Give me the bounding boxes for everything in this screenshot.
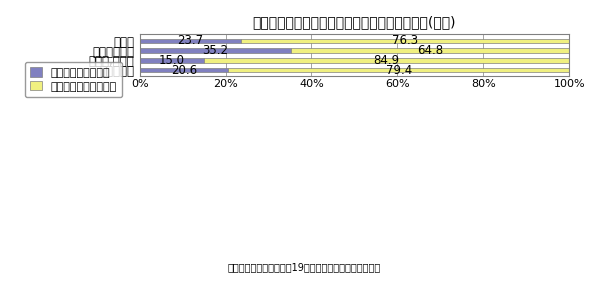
Bar bbox=[140, 48, 291, 53]
Bar bbox=[291, 48, 569, 53]
Text: 20.6: 20.6 bbox=[171, 64, 197, 77]
Legend: 事業で使用している, 事業で使用していない: 事業で使用している, 事業で使用していない bbox=[25, 62, 122, 97]
Bar bbox=[140, 68, 228, 72]
Text: 15.0: 15.0 bbox=[159, 54, 185, 67]
Text: 23.7: 23.7 bbox=[178, 34, 203, 47]
Bar bbox=[204, 58, 569, 62]
Text: 84.9: 84.9 bbox=[373, 54, 400, 67]
Text: 35.2: 35.2 bbox=[202, 44, 228, 57]
Text: 64.8: 64.8 bbox=[417, 44, 443, 57]
Text: 76.3: 76.3 bbox=[392, 34, 418, 47]
Title: 産業別パーソナルコンピューターの使用の有無(全国): 産業別パーソナルコンピューターの使用の有無(全国) bbox=[253, 15, 456, 29]
Bar bbox=[140, 39, 241, 43]
Bar bbox=[228, 68, 569, 72]
Bar bbox=[241, 39, 569, 43]
Text: 79.4: 79.4 bbox=[386, 64, 412, 77]
Text: 出典：総務省統計局平成19年個人企業経済調査構造調査: 出典：総務省統計局平成19年個人企業経済調査構造調査 bbox=[228, 263, 381, 273]
Bar bbox=[140, 58, 204, 62]
